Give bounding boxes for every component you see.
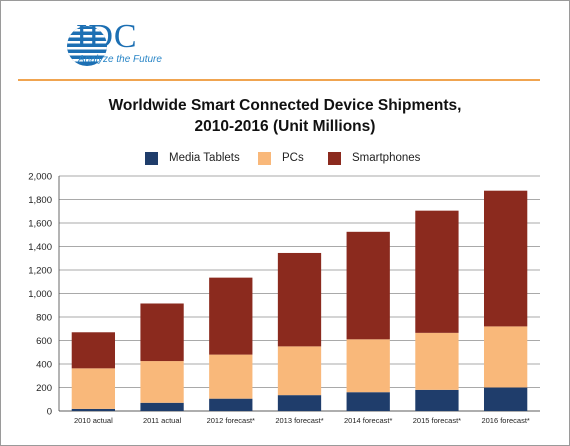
idc-globe-logo-icon — [67, 26, 107, 66]
y-tick-label: 200 — [36, 383, 52, 394]
header-divider — [18, 79, 540, 81]
legend-item-pcs: PCs — [258, 149, 304, 167]
x-tick-label: 2015 forecast* — [413, 416, 461, 425]
x-tick-label: 2012 forecast* — [207, 416, 255, 425]
bar-segment-smartphones — [140, 303, 184, 362]
bar-segment-pcs — [483, 326, 528, 388]
y-tick-label: 600 — [36, 336, 52, 347]
legend-label: PCs — [282, 152, 304, 164]
bar-segment-media-tablets — [415, 389, 459, 411]
x-tick-label: 2016 forecast* — [481, 416, 529, 425]
bar-segment-pcs — [140, 361, 184, 403]
y-tick-label: 1,200 — [28, 266, 52, 277]
y-tick-label: 800 — [36, 313, 52, 324]
bar-segment-smartphones — [483, 190, 528, 327]
bar-segment-pcs — [277, 346, 322, 396]
stacked-bar-chart: 0 200 400 600 800 1,000 1,200 1,400 1,600 1,800 2,… — [28, 172, 540, 425]
y-tick-label: 1,800 — [28, 195, 52, 206]
bar-segment-smartphones — [209, 277, 253, 355]
bar-segment-media-tablets — [209, 398, 253, 411]
legend-item-media-tablets: Media Tablets — [145, 149, 240, 167]
chart-legend: Media Tablets PCs Smartphones — [0, 149, 570, 167]
legend-swatch — [145, 151, 158, 165]
bar-segment-pcs — [209, 354, 253, 399]
bar-segment-smartphones — [71, 332, 116, 369]
logo-wordmark: IDC — [76, 18, 138, 55]
bar-segment-pcs — [415, 332, 459, 390]
bar-segment-media-tablets — [483, 387, 528, 411]
chart-title: Worldwide Smart Connected Device Shipmen… — [108, 97, 462, 114]
x-tick-label: 2013 forecast* — [275, 416, 323, 425]
bar-segment-media-tablets — [277, 395, 322, 411]
y-tick-label: 2,000 — [28, 172, 52, 183]
y-tick-label: 0 — [47, 407, 52, 418]
bar-segment-smartphones — [346, 231, 390, 340]
bar-segment-media-tablets — [71, 408, 116, 411]
bar-segment-pcs — [346, 339, 390, 393]
x-tick-label: 2014 forecast* — [344, 416, 392, 425]
logo-tagline: Analyze the Future — [78, 54, 162, 65]
y-tick-label: 1,400 — [28, 242, 52, 253]
legend-label: Media Tablets — [169, 152, 240, 164]
legend-swatch — [258, 151, 271, 165]
bar-segment-smartphones — [277, 252, 322, 347]
x-tick-label: 2011 actual — [143, 416, 182, 425]
legend-swatch — [328, 151, 341, 165]
legend-label: Smartphones — [352, 152, 421, 164]
y-tick-label: 400 — [36, 360, 52, 371]
y-tick-label: 1,600 — [28, 219, 52, 230]
bar-segment-media-tablets — [346, 392, 390, 411]
chart-subtitle: 2010-2016 (Unit Millions) — [194, 118, 376, 135]
y-tick-label: 1,000 — [28, 289, 52, 300]
legend-item-smartphones: Smartphones — [328, 149, 420, 167]
bar-segment-media-tablets — [140, 402, 184, 411]
bar-segment-smartphones — [415, 210, 459, 333]
bar-segment-pcs — [71, 368, 116, 409]
x-tick-label: 2010 actual — [74, 416, 113, 425]
